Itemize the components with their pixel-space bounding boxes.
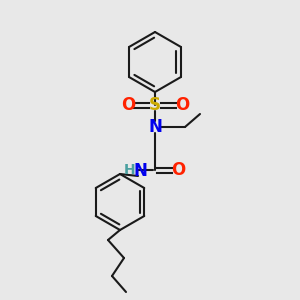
Text: O: O [175,96,189,114]
Text: N: N [133,162,147,180]
Text: O: O [171,161,185,179]
Text: H: H [124,163,136,177]
Text: O: O [121,96,135,114]
Text: S: S [149,96,161,114]
Text: N: N [148,118,162,136]
